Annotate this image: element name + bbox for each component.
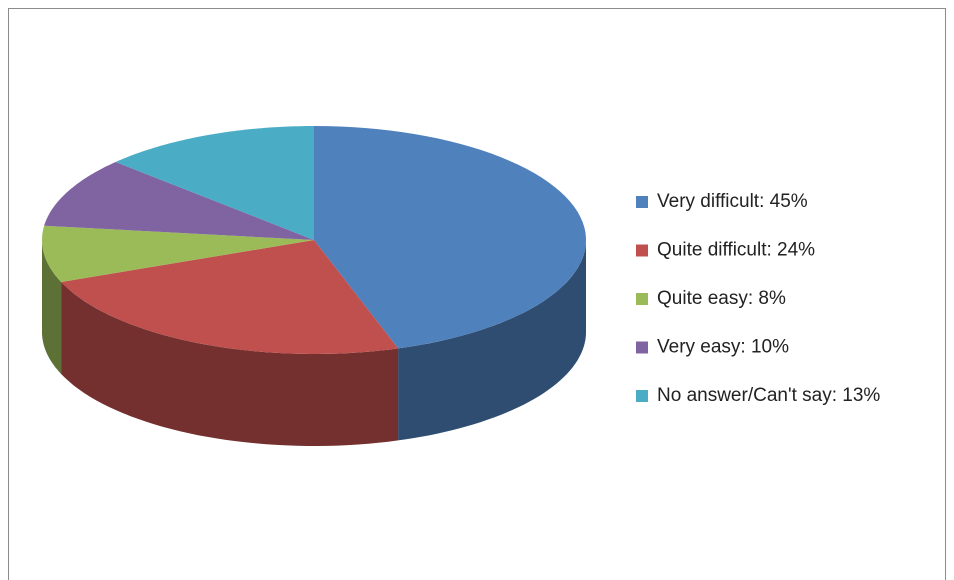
legend-swatch [636, 196, 648, 208]
legend-swatch [636, 293, 648, 305]
legend-swatch [636, 341, 648, 354]
slice-side [398, 240, 586, 441]
pie-slice [115, 126, 314, 240]
slice-top [42, 225, 314, 282]
slice-side [61, 282, 399, 446]
legend-label: No answer/Can't say: 13% [657, 385, 880, 406]
slice-side [42, 240, 62, 374]
pie-slice [44, 162, 314, 240]
slice-top [61, 240, 399, 354]
pie-slice [314, 126, 586, 441]
slice-top [314, 126, 586, 349]
legend-label: Very easy: 10% [657, 337, 789, 358]
legend-label: Quite easy: 8% [657, 288, 786, 309]
pie-slice [61, 240, 399, 446]
pie-slice [42, 225, 314, 374]
legend-swatch [636, 390, 648, 402]
legend-label: Very difficult: 45% [657, 191, 808, 212]
legend-swatch [636, 244, 648, 257]
slice-top [44, 162, 314, 240]
legend-label: Quite difficult: 24% [657, 240, 815, 261]
slice-top [115, 126, 314, 240]
